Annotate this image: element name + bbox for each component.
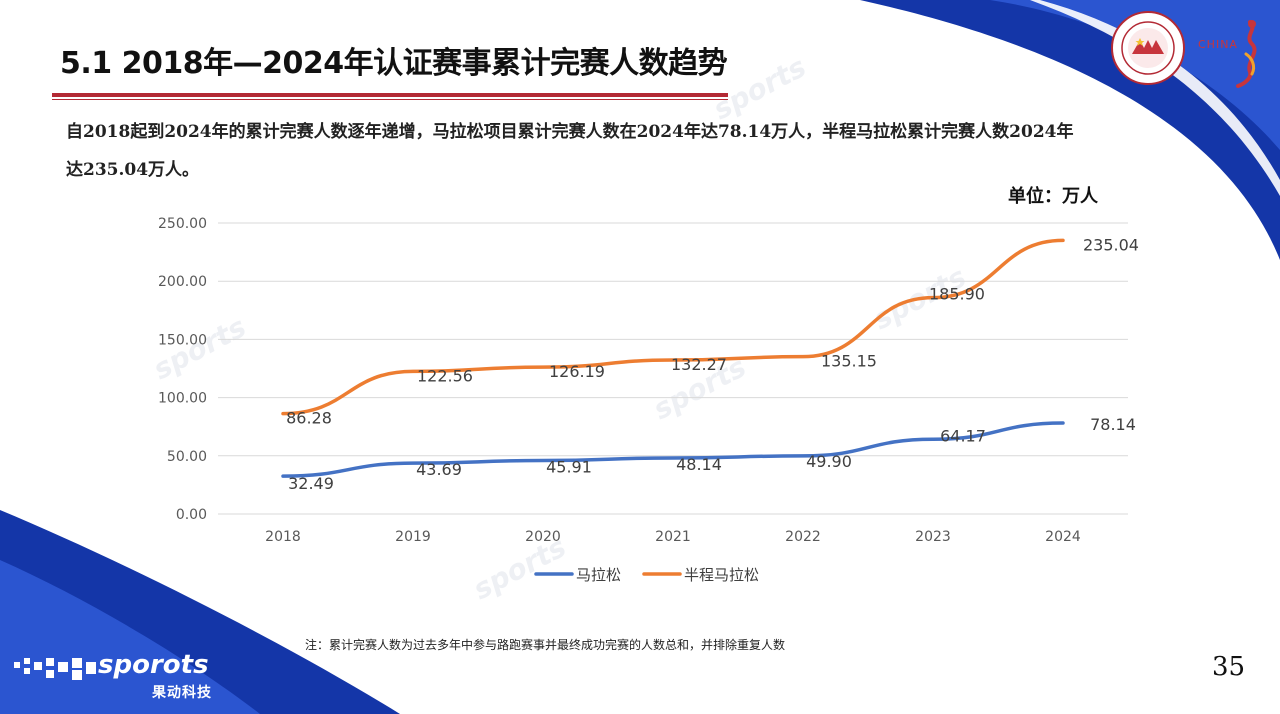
x-tick-label: 2023 (915, 529, 951, 545)
data-label: 78.14 (1090, 415, 1136, 434)
y-tick-label: 150.00 (158, 332, 207, 348)
x-tick-label: 2022 (785, 529, 821, 545)
series-line-1 (281, 238, 1065, 416)
pixel-brand-icon (14, 658, 96, 680)
y-tick-label: 100.00 (158, 391, 207, 407)
china-logo-text: CHINA (1198, 38, 1238, 51)
x-tick-label: 2021 (655, 529, 691, 545)
chinese-athletics-association-logo-icon (1111, 11, 1185, 85)
y-tick-label: 250.00 (158, 216, 207, 232)
unit-label: 单位：万人 (1008, 186, 1098, 207)
data-label: 132.27 (671, 355, 727, 374)
data-label: 135.15 (821, 352, 877, 371)
data-label: 32.49 (288, 474, 334, 493)
data-label: 43.69 (416, 460, 462, 479)
brand-subtitle: 果动科技 (152, 685, 212, 701)
title-underline (52, 93, 728, 97)
footnote: 注：累计完赛人数为过去多年中参与路跑赛事并最终成功完赛的人数总和，并排除重复人数 (305, 638, 786, 652)
data-label: 45.91 (546, 458, 592, 477)
data-label: 122.56 (417, 366, 473, 385)
data-label: 126.19 (549, 362, 605, 381)
brand-logo: sporots 果动科技 (14, 650, 224, 706)
legend-label-0: 马拉松 (576, 566, 621, 584)
x-tick-label: 2019 (395, 529, 431, 545)
y-tick-label: 0.00 (176, 507, 207, 523)
series-line-0 (281, 421, 1065, 478)
page-number: 35 (1212, 652, 1246, 682)
summary-text: 自2018起到2024年的累计完赛人数逐年递增，马拉松项目累计完赛人数在2024… (66, 122, 1074, 180)
data-label: 64.17 (940, 426, 986, 445)
x-tick-label: 2020 (525, 529, 561, 545)
x-tick-label: 2018 (265, 529, 301, 545)
y-tick-label: 50.00 (167, 449, 207, 465)
legend-label-1: 半程马拉松 (684, 566, 759, 584)
data-label: 49.90 (806, 452, 852, 471)
data-label: 48.14 (676, 455, 722, 474)
title-underline-thin (52, 99, 728, 100)
x-tick-label: 2024 (1045, 529, 1081, 545)
data-label: 235.04 (1083, 235, 1139, 254)
data-label: 185.90 (929, 285, 985, 304)
data-label: 86.28 (286, 409, 332, 428)
brand-name: sporots (98, 650, 209, 680)
china-running-logo-icon (1236, 20, 1257, 88)
y-tick-label: 200.00 (158, 274, 207, 290)
page-title: 5.1 2018年—2024年认证赛事累计完赛人数趋势 (60, 46, 728, 81)
